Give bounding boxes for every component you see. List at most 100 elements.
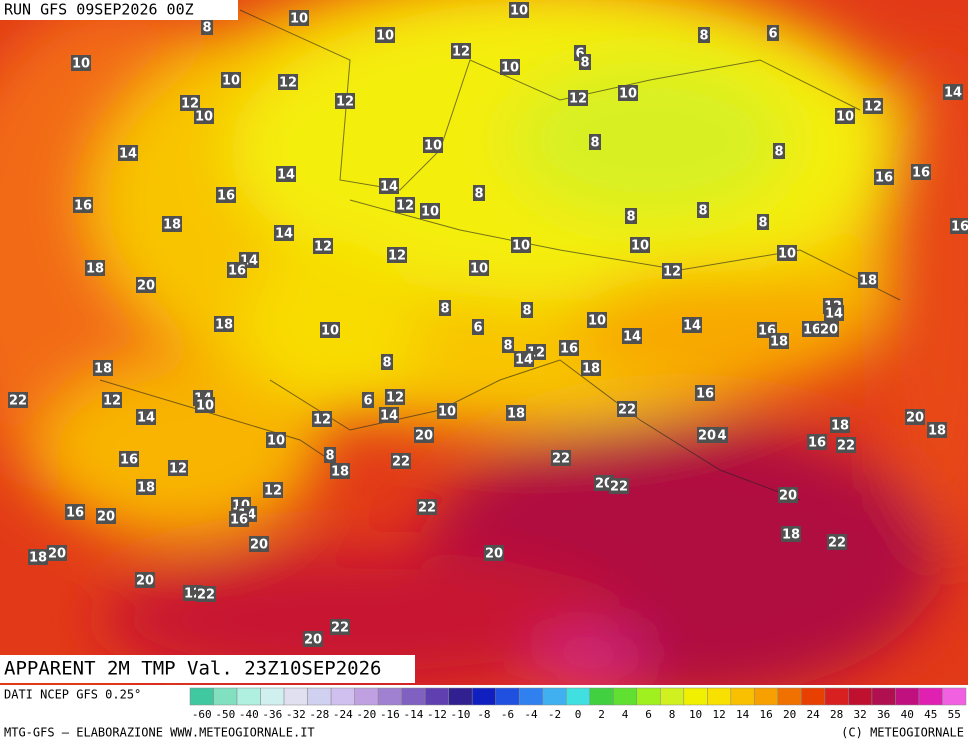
colorbar-cell: [189, 687, 214, 706]
colorbar-label: -32: [286, 708, 306, 721]
map-label: 20: [250, 538, 268, 553]
label-box: [102, 392, 122, 408]
label-box: [559, 340, 579, 356]
label-box: [324, 447, 336, 463]
label-box: [521, 302, 533, 318]
label-box: [136, 409, 156, 425]
label-box: [500, 59, 520, 75]
map-label: 20: [136, 574, 154, 589]
label-box: [506, 405, 526, 421]
colorbar-cell: [730, 687, 755, 706]
colorbar-cell: [495, 687, 520, 706]
map-label: 12: [864, 100, 882, 115]
map-label: 10: [196, 399, 214, 414]
label-box: [168, 460, 188, 476]
colorbar-cell: [401, 687, 426, 706]
label-box: [214, 316, 234, 332]
colorbar-label: 24: [807, 708, 821, 721]
label-box: [905, 409, 925, 425]
map-label: 18: [137, 481, 155, 496]
label-box: [757, 214, 769, 230]
label-box: [118, 145, 138, 161]
label-box: [618, 85, 638, 101]
map-label: 10: [510, 4, 528, 19]
map-label: 18: [582, 362, 600, 377]
label-box: [777, 245, 797, 261]
colorbar-label: -14: [403, 708, 423, 721]
colorbar-cell: [260, 687, 285, 706]
label-box: [362, 392, 374, 408]
map-label: 8: [325, 449, 334, 464]
label-box: [581, 360, 601, 376]
copyright-label: (C) METEOGIORNALE: [841, 726, 964, 740]
colorbar-label: -60: [192, 708, 212, 721]
label-box: [96, 508, 116, 524]
label-box: [274, 225, 294, 241]
map-label: 16: [230, 513, 248, 528]
label-box: [420, 203, 440, 219]
map-label: 16: [217, 189, 235, 204]
map-label: 16: [560, 342, 578, 357]
title-box: [0, 655, 415, 683]
map-label: 16: [66, 506, 84, 521]
colorbar-cell: [707, 687, 732, 706]
label-box: [824, 305, 844, 321]
colorbar-cell: [471, 687, 496, 706]
map-label: 8: [503, 339, 512, 354]
colorbar-label: -6: [501, 708, 514, 721]
label-box: [773, 143, 785, 159]
map-label: 20: [820, 323, 838, 338]
label-box: [514, 351, 534, 367]
label-box: [379, 407, 399, 423]
colorbar-label: -4: [524, 708, 538, 721]
label-box: [617, 401, 637, 417]
map-label: 12: [313, 413, 331, 428]
map-label: 22: [392, 455, 410, 470]
label-box: [589, 134, 601, 150]
map-label: 20: [97, 510, 115, 525]
label-box: [417, 499, 437, 515]
colorbar-label: -50: [215, 708, 235, 721]
label-box: [509, 2, 529, 18]
label-box: [511, 237, 531, 253]
label-box: [387, 247, 407, 263]
label-box: [767, 25, 779, 41]
map-label: 8: [474, 187, 483, 202]
label-box: [391, 453, 411, 469]
colorbar-label: 6: [645, 708, 652, 721]
colorbar-cell: [424, 687, 449, 706]
map-label: 16: [120, 453, 138, 468]
colorbar-cell: [542, 687, 567, 706]
map-label: 14: [944, 86, 962, 101]
label-box: [216, 187, 236, 203]
colorbar-label: -36: [262, 708, 282, 721]
map-label: 18: [782, 528, 800, 543]
map-label: 18: [215, 318, 233, 333]
map-label: 8: [758, 216, 767, 231]
map-label: 10: [321, 324, 339, 339]
label-box: [697, 202, 709, 218]
label-box: [135, 572, 155, 588]
label-box: [451, 43, 471, 59]
map-label: 20: [906, 411, 924, 426]
colorbar-cell: [518, 687, 543, 706]
map-label: 20: [595, 477, 613, 492]
map-label: 12: [169, 462, 187, 477]
map-label: 18: [331, 465, 349, 480]
map-label: 14: [683, 319, 701, 334]
label-box: [472, 319, 484, 335]
colorbar-cell: [283, 687, 308, 706]
label-box: [249, 536, 269, 552]
map-label: 22: [828, 536, 846, 551]
map-labels: 1010810126810861010121210141210121210141…: [8, 2, 968, 648]
label-box: [778, 487, 798, 503]
colorbar-cell: [236, 687, 261, 706]
label-box: [278, 74, 298, 90]
map-label: 12: [396, 199, 414, 214]
map-label: 16: [912, 166, 930, 181]
colorbar-label: 55: [948, 708, 961, 721]
map-label: 12: [569, 92, 587, 107]
label-box: [439, 300, 451, 316]
label-box: [587, 312, 607, 328]
